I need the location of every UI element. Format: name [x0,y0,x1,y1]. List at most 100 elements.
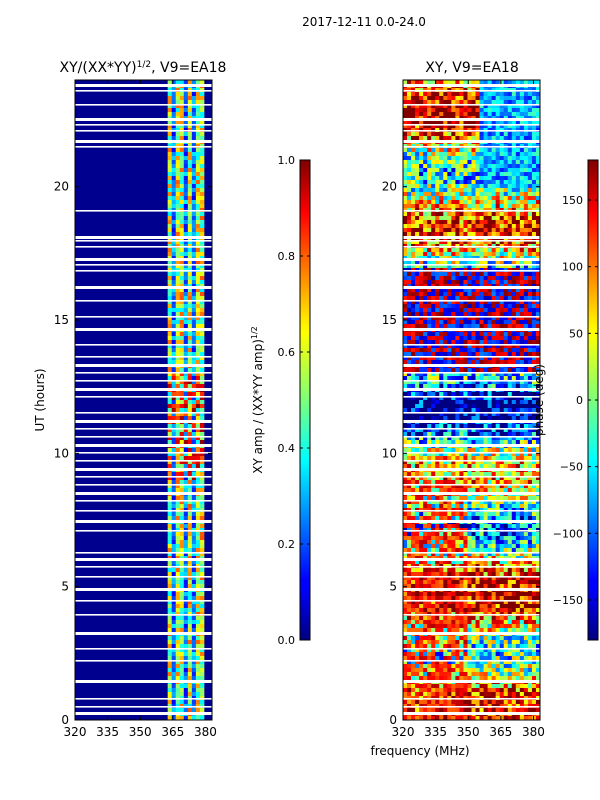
heatmap-cell [459,300,464,305]
heatmap-cell [191,296,197,301]
heatmap-cell [195,220,201,225]
heatmap-cell [523,472,529,477]
heatmap-cell [407,280,412,285]
heatmap-cell [407,180,412,185]
heatmap-cell [191,368,197,373]
heatmap-cell [195,404,201,409]
heatmap-cell [471,320,476,325]
heatmap-cell [415,336,420,341]
heatmap-cell [495,404,501,409]
heatmap-cell [475,136,480,141]
heatmap-cell [459,304,464,309]
heatmap-cell [407,276,412,281]
flagged-row [75,396,212,398]
heatmap-cell [511,120,517,125]
heatmap-cell [487,400,493,405]
heatmap-cell [435,272,440,277]
heatmap-cell [499,104,505,109]
heatmap-cell [471,160,476,165]
heatmap-cell [511,168,517,173]
heatmap-cell [179,432,185,437]
heatmap-cell [495,460,501,465]
heatmap-cell [167,216,173,221]
heatmap-cell [183,624,189,629]
heatmap-cell [191,688,197,693]
heatmap-cell [199,80,205,85]
heatmap-cell [415,432,420,437]
heatmap-cell [483,228,489,233]
heatmap-cell [183,280,189,285]
heatmap-cell [183,644,189,649]
heatmap-cell [199,360,205,365]
heatmap-cell [443,172,448,177]
heatmap-cell [175,572,181,577]
heatmap-cell [499,456,505,461]
heatmap-cell [175,512,181,517]
heatmap-cell [403,108,408,113]
heatmap-cell [411,332,416,337]
heatmap-cell [471,408,476,413]
heatmap-cell [439,228,444,233]
heatmap-cell [463,356,468,361]
heatmap-cell [531,384,537,389]
heatmap-cell [427,376,432,381]
heatmap-cell [515,160,521,165]
heatmap-cell [179,716,185,720]
heatmap-cell [171,80,177,85]
heatmap-cell [167,156,173,161]
heatmap-cell [511,456,517,461]
heatmap-cell [479,344,484,349]
heatmap-cell [527,292,533,297]
heatmap-cell [199,276,205,281]
heatmap-cell [515,276,521,281]
heatmap-cell [471,108,476,113]
heatmap-cell [167,672,173,677]
heatmap-cell [523,212,529,217]
heatmap-cell [439,304,444,309]
heatmap-cell [443,412,448,417]
heatmap-cell [455,312,460,317]
heatmap-cell [411,112,416,117]
heatmap-cell [447,96,452,101]
heatmap-cell [515,224,521,229]
heatmap-cell [167,392,173,397]
heatmap-cell [431,416,436,421]
heatmap-cell [519,224,525,229]
heatmap-cell [183,392,189,397]
heatmap-cell [167,260,173,265]
heatmap-cell [495,200,501,205]
heatmap-cell [479,212,484,217]
heatmap-cell [175,172,181,177]
heatmap-cell [535,448,540,453]
heatmap-cell [431,372,436,377]
heatmap-cell [459,464,464,469]
heatmap-cell [439,224,444,229]
heatmap-cell [199,652,205,657]
heatmap-cell [527,112,533,117]
heatmap-cell [475,360,480,365]
heatmap-cell [199,316,205,321]
heatmap-cell [451,184,456,189]
heatmap-cell [507,188,513,193]
heatmap-cell [179,240,185,245]
heatmap-cell [531,336,537,341]
heatmap-cell [535,456,540,461]
heatmap-cell [463,292,468,297]
heatmap-cell [403,276,408,281]
heatmap-cell [199,716,205,720]
heatmap-cell [511,292,517,297]
heatmap-cell [443,348,448,353]
heatmap-cell [179,316,185,321]
heatmap-cell [419,324,424,329]
heatmap-cell [499,340,505,345]
heatmap-cell [487,196,493,201]
heatmap-cell [447,164,452,169]
heatmap-cell [199,432,205,437]
heatmap-cell [423,392,428,397]
heatmap-cell [199,196,205,201]
heatmap-cell [519,180,525,185]
heatmap-cell [435,164,440,169]
heatmap-cell [483,152,489,157]
heatmap-cell [199,172,205,177]
heatmap-cell [187,240,193,245]
